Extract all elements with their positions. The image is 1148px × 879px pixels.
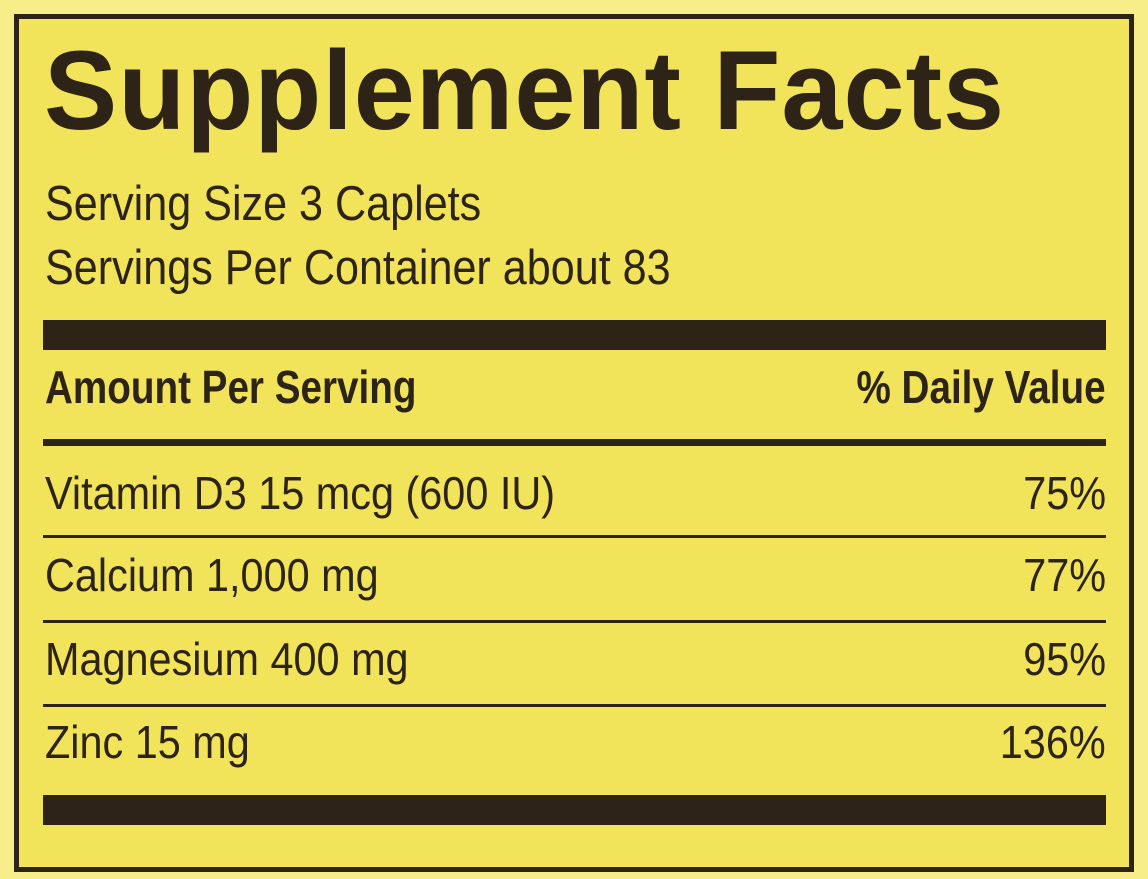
thick-divider-top	[43, 320, 1106, 350]
amount-per-serving-header: Amount Per Serving	[45, 361, 417, 413]
thick-divider-bottom	[43, 795, 1106, 825]
daily-value-header: % Daily Value	[856, 361, 1106, 413]
nutrient-dv: 75%	[1023, 467, 1106, 519]
nutrient-dv: 136%	[1000, 716, 1106, 768]
row-divider	[43, 535, 1106, 538]
nutrient-dv: 77%	[1023, 549, 1106, 601]
nutrient-dv: 95%	[1023, 633, 1106, 685]
nutrient-name: Calcium 1,000 mg	[45, 549, 379, 601]
row-divider	[43, 620, 1106, 623]
title: Supplement Facts	[44, 28, 1006, 153]
row-divider	[43, 704, 1106, 707]
nutrient-name: Vitamin D3 15 mcg (600 IU)	[45, 467, 556, 519]
nutrient-name: Zinc 15 mg	[45, 716, 250, 768]
nutrient-name: Magnesium 400 mg	[45, 633, 409, 685]
servings-per-container: Servings Per Container about 83	[45, 241, 671, 295]
header-divider	[43, 439, 1106, 446]
serving-size: Serving Size 3 Caplets	[45, 177, 482, 231]
